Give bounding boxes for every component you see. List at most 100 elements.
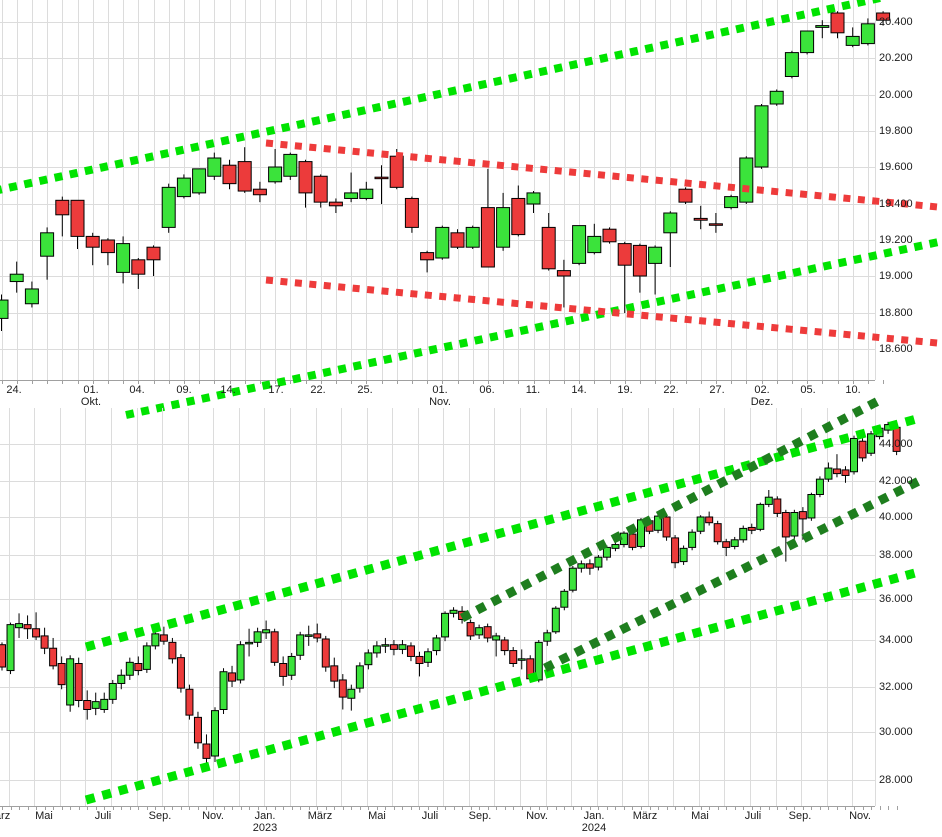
candle-up <box>6 624 15 672</box>
candle-down <box>541 226 556 270</box>
candle-down <box>585 563 594 569</box>
candle-down <box>168 641 177 660</box>
candle-down <box>74 663 83 701</box>
candle-up <box>551 607 560 633</box>
candle-down <box>693 217 708 221</box>
candle-up <box>465 226 480 248</box>
trendline-red-channel-upper <box>265 139 942 211</box>
candle-down <box>406 645 415 657</box>
x-tick-label: 27. <box>709 384 725 396</box>
candle-down <box>321 638 330 668</box>
candle-down <box>389 155 404 188</box>
candle-down <box>671 537 680 564</box>
candle-up <box>435 226 450 259</box>
candle-down <box>237 161 252 192</box>
candle-up <box>663 212 678 234</box>
candle-up <box>739 157 754 203</box>
candle-up <box>696 516 705 532</box>
candle-down <box>100 239 115 254</box>
candle-up <box>496 207 511 248</box>
candle-down <box>176 657 185 689</box>
candle-down <box>858 440 867 459</box>
y-tick-label: 20.200 <box>879 52 913 64</box>
x-tick-label: Sep. <box>468 810 492 822</box>
x-tick-label: Sep. <box>788 810 812 822</box>
candle-up <box>359 188 374 199</box>
candle-up <box>207 157 222 177</box>
candle-down <box>483 626 492 639</box>
candle-up <box>40 232 55 257</box>
candle-up <box>860 23 875 45</box>
candle-down <box>628 533 637 548</box>
candle-down <box>773 498 782 514</box>
x-tick-label: 11. <box>525 384 541 396</box>
candle-down <box>678 188 693 203</box>
candle-down <box>662 516 671 538</box>
x-tick-label: Jan. 2024 <box>581 810 607 834</box>
candle-up <box>344 192 359 199</box>
x-tick-label: März <box>632 810 658 822</box>
candle-up <box>287 655 296 676</box>
candle-up <box>125 661 134 676</box>
candle-up <box>756 503 765 530</box>
y-tick-label: 40.000 <box>879 511 913 523</box>
candle-down <box>781 512 790 538</box>
x-tick-label: Nov. <box>526 810 548 822</box>
candle-down <box>500 639 509 652</box>
candle-down <box>202 743 211 759</box>
candle-down <box>404 197 419 228</box>
y-tick-label: 20.000 <box>879 89 913 101</box>
candle-up <box>192 168 207 194</box>
candle-up <box>577 563 586 569</box>
candle-up <box>587 235 602 254</box>
candle-up <box>648 246 663 264</box>
x-tick-label: März <box>307 810 333 822</box>
candle-up <box>769 90 784 105</box>
candle-up <box>219 671 228 710</box>
candle-down <box>841 469 850 476</box>
candle-up <box>815 25 830 28</box>
candle-up <box>739 527 748 541</box>
candle-up <box>161 186 176 228</box>
candle-down <box>270 631 279 663</box>
candle-down <box>420 252 435 261</box>
y-tick-label: 19.800 <box>879 125 913 137</box>
candle-up <box>602 546 611 558</box>
candle-down <box>0 644 6 668</box>
candle-down <box>556 270 571 277</box>
candle-down <box>713 523 722 543</box>
candle-up <box>296 634 305 656</box>
candle-up <box>364 652 373 666</box>
candle-up <box>268 166 283 183</box>
candle-down <box>40 635 49 649</box>
candle-up <box>381 644 390 647</box>
candle-down <box>146 246 161 261</box>
candle-down <box>705 516 714 524</box>
candle-down <box>193 716 202 744</box>
y-tick-label: 34.000 <box>879 634 913 646</box>
x-tick-label: 10. <box>845 384 861 396</box>
candle-down <box>876 12 891 21</box>
candle-up <box>0 299 9 319</box>
candle-down <box>70 199 85 237</box>
candle-up <box>534 641 543 681</box>
candle-down <box>466 622 475 637</box>
x-tick-label: Mai <box>368 810 386 822</box>
candle-up <box>372 645 381 654</box>
candle-up <box>441 612 450 638</box>
candle-up <box>449 609 458 614</box>
y-tick-label: 28.000 <box>879 774 913 786</box>
candle-up <box>236 644 245 681</box>
candle-up <box>764 496 773 505</box>
candle-up <box>424 651 432 663</box>
x-tick-label: Jan. 2023 <box>252 810 278 834</box>
candle-down <box>83 700 92 710</box>
candle-up <box>560 590 569 608</box>
candle-down <box>85 235 100 248</box>
y-tick-label: 18.600 <box>879 343 913 355</box>
candle-up <box>679 547 688 563</box>
x-tick-label: Mai <box>691 810 709 822</box>
candle-down <box>747 526 756 531</box>
candle-down <box>313 175 328 203</box>
candle-down <box>313 633 322 639</box>
